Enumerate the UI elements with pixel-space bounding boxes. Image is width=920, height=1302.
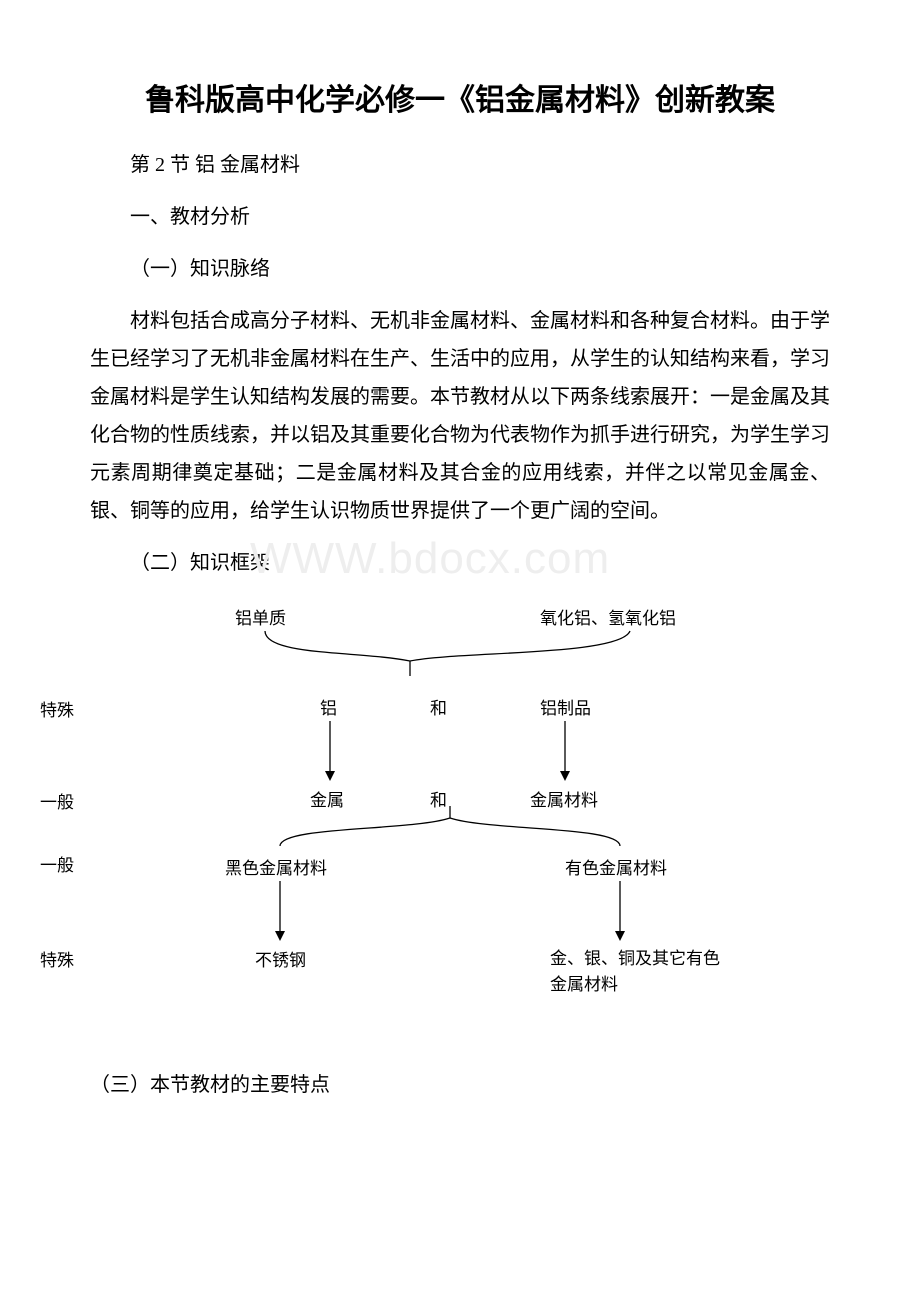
node-r2-b: 金属材料 bbox=[530, 786, 598, 811]
node-r2-and: 和 bbox=[430, 786, 447, 811]
node-top-right: 氧化铝、氢氧化铝 bbox=[540, 604, 676, 629]
knowledge-framework-diagram: 铝单质 氧化铝、氢氧化铝 特殊 铝 和 铝制品 一般 金属 和 金属材料 一般 … bbox=[110, 596, 810, 1026]
section-1-1: （一）知识脉络 bbox=[90, 250, 830, 288]
side-label-r1: 特殊 bbox=[40, 696, 74, 721]
side-label-r3: 一般 bbox=[40, 851, 74, 876]
page-title: 鲁科版高中化学必修一《铝金属材料》创新教案 bbox=[90, 80, 830, 122]
node-r2-a: 金属 bbox=[310, 786, 344, 811]
node-r1-and: 和 bbox=[430, 694, 447, 719]
section-1-2: （二）知识框架 bbox=[90, 544, 830, 582]
node-r1-a: 铝 bbox=[320, 694, 337, 719]
node-r4-a: 不锈钢 bbox=[255, 946, 306, 971]
node-top-left: 铝单质 bbox=[235, 604, 286, 629]
section-1-3: （三）本节教材的主要特点 bbox=[90, 1066, 830, 1104]
side-label-r4: 特殊 bbox=[40, 946, 74, 971]
body-paragraph-1: 材料包括合成高分子材料、无机非金属材料、金属材料和各种复合材料。由于学生已经学习… bbox=[90, 302, 830, 530]
node-r3-a: 黑色金属材料 bbox=[225, 854, 327, 879]
side-label-r2: 一般 bbox=[40, 788, 74, 813]
node-r1-b: 铝制品 bbox=[540, 694, 591, 719]
node-r4-b: 金、银、铜及其它有色金属材料 bbox=[550, 946, 730, 997]
section-1: 一、教材分析 bbox=[90, 198, 830, 236]
node-r3-b: 有色金属材料 bbox=[565, 854, 667, 879]
subtitle: 第 2 节 铝 金属材料 bbox=[90, 146, 830, 184]
